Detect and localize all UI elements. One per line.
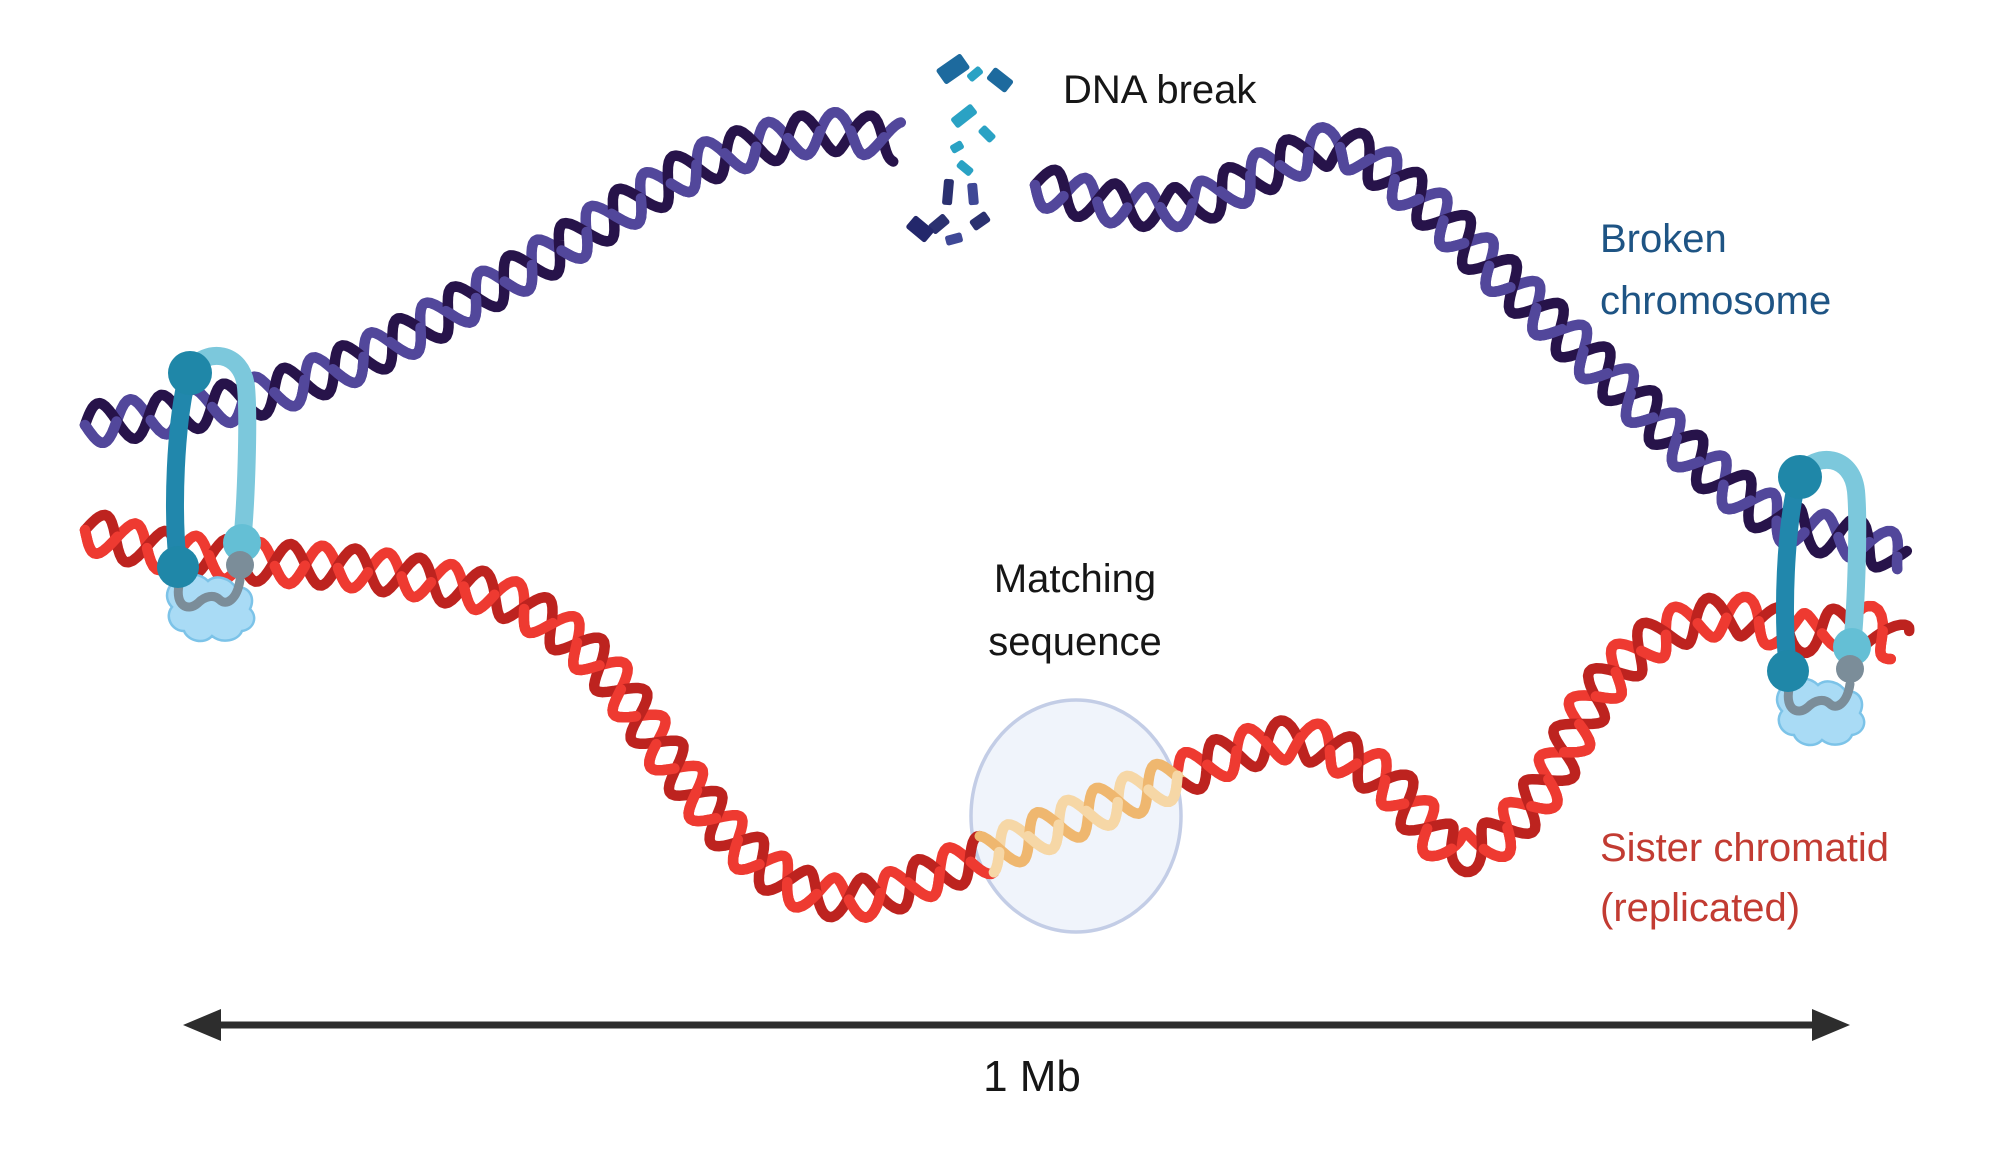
cohesin-head-ball <box>1778 455 1822 499</box>
label-line: Sister chromatid <box>1600 826 1889 870</box>
cohesin-linker <box>1783 679 1855 716</box>
dna-fragment <box>936 54 970 84</box>
label-line: (replicated) <box>1600 886 1801 930</box>
scale-arrow <box>183 1009 1850 1041</box>
dna-fragment <box>969 211 991 231</box>
matching-sequence-circle <box>969 698 1183 934</box>
dna-fragment <box>967 66 983 82</box>
matching-sequence-label: Matching sequence <box>988 548 1161 674</box>
label-line: chromosome <box>1600 279 1832 323</box>
cohesin-arm-light <box>1791 451 1867 656</box>
dna-fragment <box>945 232 963 246</box>
cohesin-base-ball-light <box>223 524 261 562</box>
broken-chromosome-label: Broken chromosome <box>1600 208 1831 332</box>
cohesin-linker <box>173 575 245 612</box>
dna-fragment <box>951 104 977 128</box>
dna-fragment <box>978 125 996 143</box>
cohesin-arm-light <box>181 347 257 552</box>
cohesin-ring-left <box>157 347 261 643</box>
helix-broken-chromosome-right <box>1029 122 1913 575</box>
dna-fragment <box>986 67 1014 93</box>
scale-arrowhead-right <box>1812 1009 1850 1041</box>
cohesin-base-ball-dark <box>1767 650 1809 692</box>
label-line: sequence <box>988 619 1162 664</box>
dna-break-label: DNA break <box>1063 68 1257 112</box>
cohesin-base-ball-gray <box>1836 655 1864 683</box>
sister-chromatid-label: Sister chromatid (replicated) <box>1600 818 1889 938</box>
cohesin-base-ball-gray <box>226 551 254 579</box>
cohesin-ring-right <box>1767 451 1871 747</box>
scale-arrowhead-left <box>183 1009 221 1041</box>
cohesin-head-ball <box>168 351 212 395</box>
scale-label: 1 Mb <box>983 1052 1081 1101</box>
dna-fragment <box>967 182 979 206</box>
dna-fragment <box>956 160 974 176</box>
label-line: Matching <box>993 557 1157 601</box>
helix-broken-chromosome-left <box>79 106 907 449</box>
dna-break-fragments <box>906 54 1014 246</box>
dna-fragment <box>906 215 934 243</box>
label-line: Broken <box>1600 217 1727 261</box>
dna-fragment <box>928 213 950 235</box>
dna-fragment <box>942 178 954 206</box>
cohesin-base-ball-dark <box>157 546 199 588</box>
cohesin-base-ball-light <box>1833 628 1871 666</box>
dna-fragment <box>950 140 964 154</box>
